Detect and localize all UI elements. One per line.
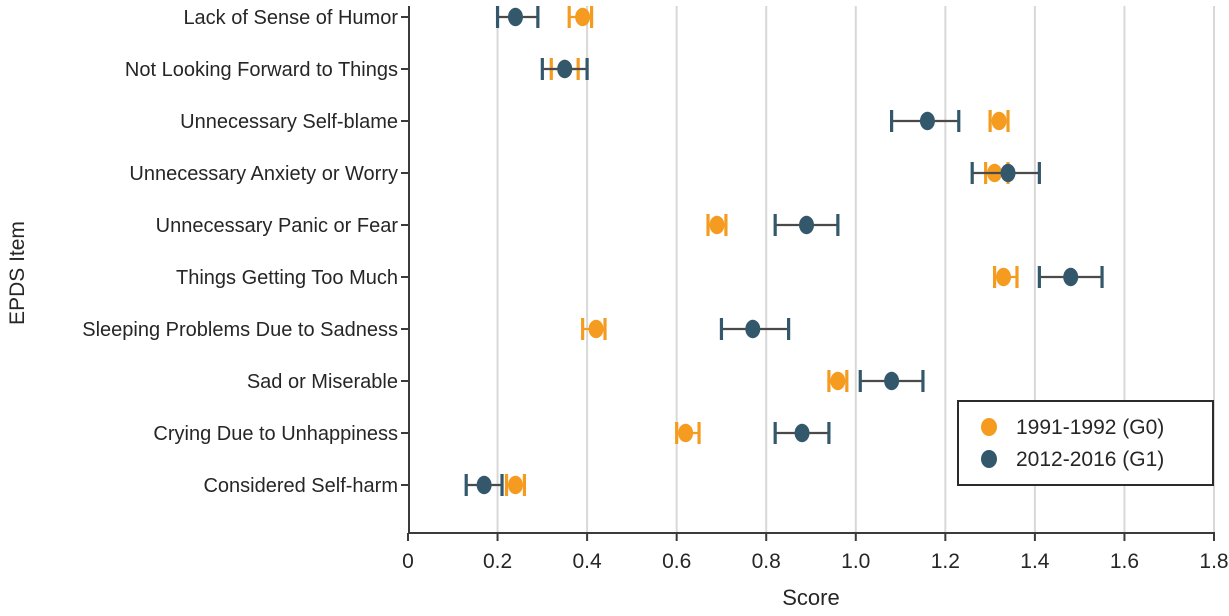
x-tick-label: 1.0 — [841, 550, 870, 573]
series-g1-point — [507, 7, 523, 27]
series-g0-point — [507, 475, 523, 495]
category-label: Considered Self-harm — [203, 475, 398, 497]
x-tick-label: 1.4 — [1020, 550, 1050, 573]
series-g1-point — [794, 423, 810, 443]
legend-box — [957, 400, 1214, 486]
series-g1-point — [799, 215, 815, 235]
x-tick-label: 1.2 — [931, 550, 960, 573]
series-g0-point — [830, 371, 846, 391]
series-g0-point — [575, 7, 591, 27]
x-tick-label: 1.8 — [1199, 550, 1228, 573]
category-label: Sad or Miserable — [247, 371, 398, 393]
series-g0-point — [588, 319, 604, 339]
series-g1-point — [884, 371, 900, 391]
x-tick-label: 0.6 — [662, 550, 691, 573]
category-label: Unnecessary Self-blame — [180, 111, 398, 133]
series-g1-point — [919, 111, 935, 131]
x-tick-label: 0 — [402, 550, 414, 573]
x-tick-label: 0.8 — [752, 550, 781, 573]
category-label: Not Looking Forward to Things — [125, 59, 398, 81]
category-label: Sleeping Problems Due to Sadness — [82, 319, 398, 341]
series-g1 — [464, 6, 1104, 496]
legend-label: 1991-1992 (G0) — [1016, 416, 1164, 439]
category-label: Things Getting Too Much — [176, 267, 398, 289]
legend-marker-g0 — [981, 418, 997, 436]
category-label: Lack of Sense of Humor — [183, 7, 398, 29]
series-g1-point — [557, 59, 573, 79]
x-tick-label: 1.6 — [1110, 550, 1139, 573]
category-label: Unnecessary Anxiety or Worry — [129, 163, 398, 185]
x-tick-label: 0.4 — [573, 550, 603, 573]
x-axis-title: Score — [782, 585, 839, 610]
legend-label: 2012-2016 (G1) — [1016, 448, 1164, 471]
category-label: Unnecessary Panic or Fear — [156, 215, 399, 237]
category-label: Crying Due to Unhappiness — [153, 423, 398, 445]
series-g1-point — [1063, 267, 1079, 287]
series-g0-point — [709, 215, 725, 235]
series-g0-point — [678, 423, 694, 443]
series-g0-point — [996, 267, 1012, 287]
y-axis-title: EPDS Item — [6, 221, 29, 325]
x-tick-label: 0.2 — [483, 550, 512, 573]
series-g1-point — [476, 475, 492, 495]
legend: 1991-1992 (G0) 2012-2016 (G1) — [957, 400, 1214, 486]
series-g0-point — [991, 111, 1007, 131]
series-g1-point — [1000, 163, 1016, 183]
series-g1-point — [745, 319, 761, 339]
series-g0 — [504, 6, 1019, 496]
legend-marker-g1 — [981, 450, 997, 468]
